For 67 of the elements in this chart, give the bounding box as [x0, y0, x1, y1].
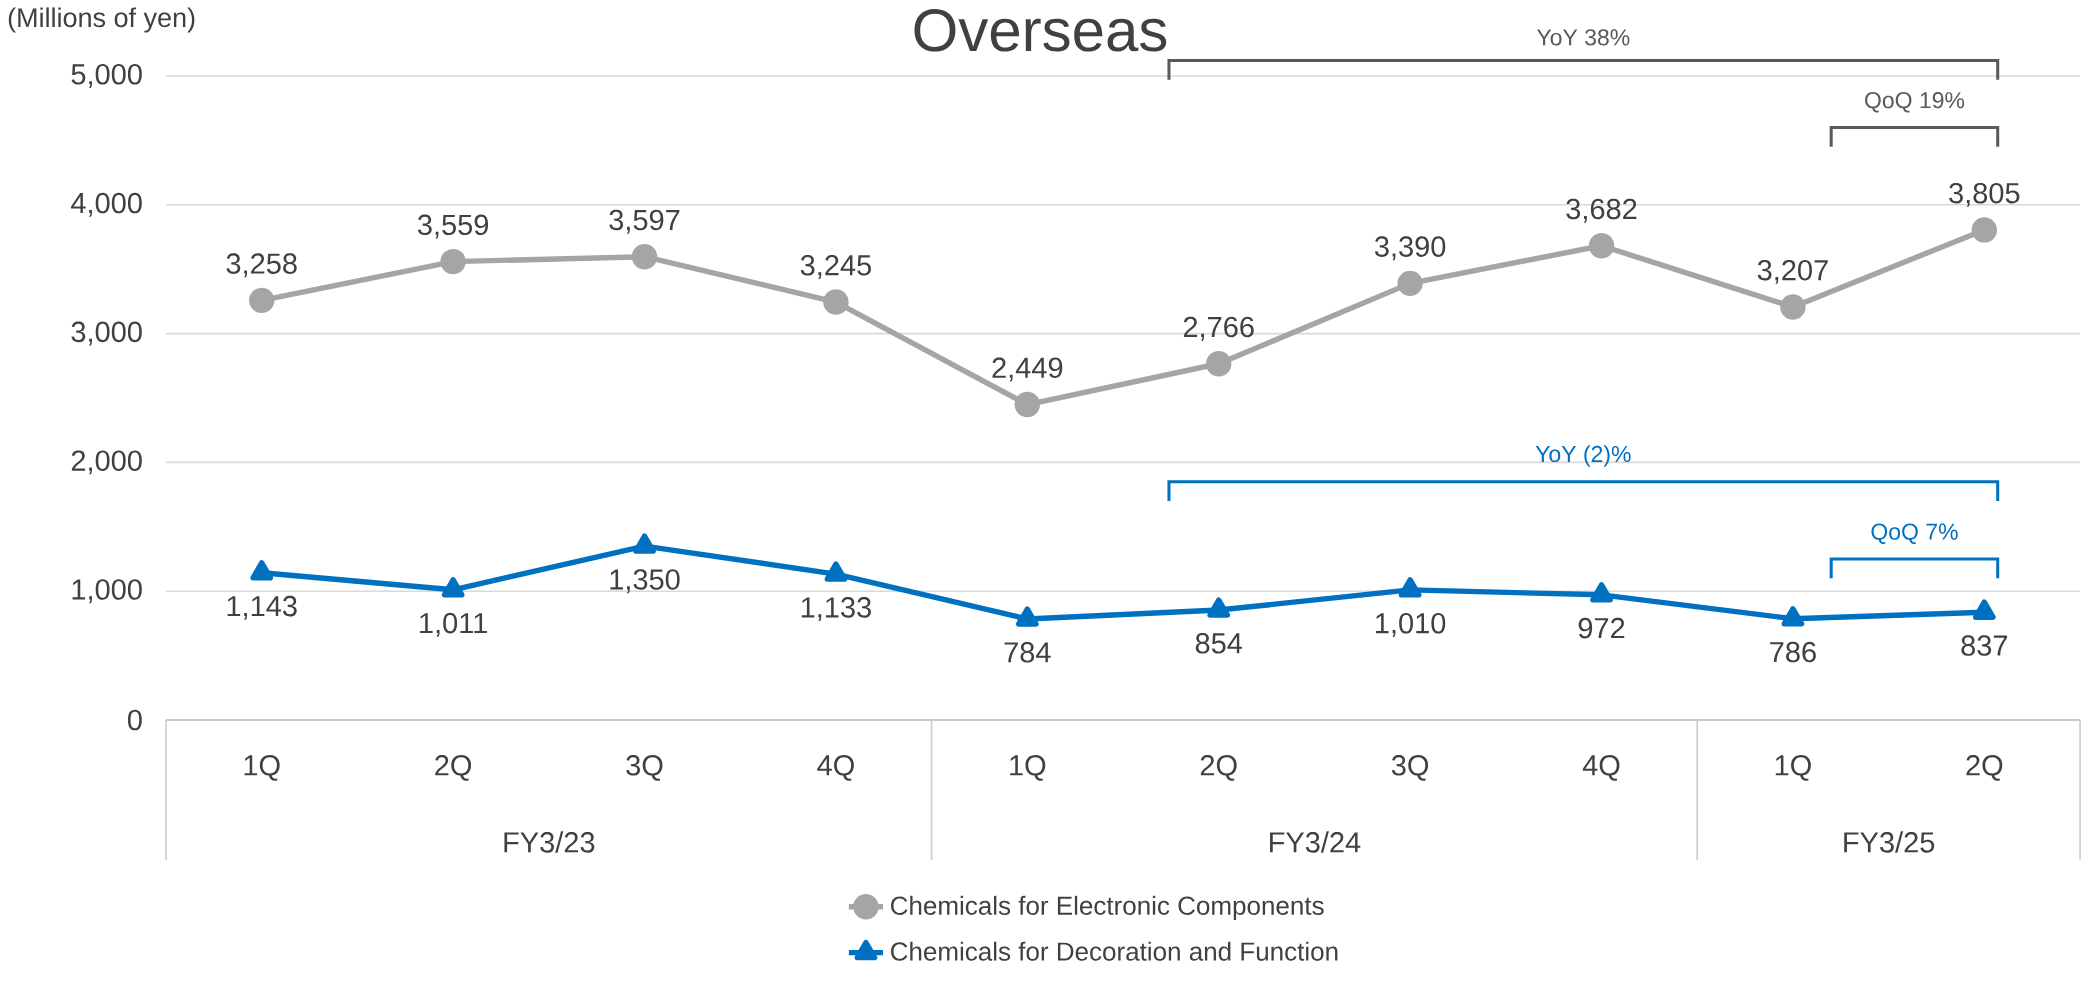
- data-label: 1,143: [227, 595, 297, 620]
- point: [1014, 391, 1041, 418]
- data-label: 837: [1961, 635, 2008, 656]
- x-tick-label: 2Q: [1200, 755, 1237, 781]
- data-label: 786: [1770, 641, 1816, 663]
- point: [440, 248, 466, 275]
- legend-label: Chemicals for Electronic Components: [891, 895, 1324, 921]
- point: [1972, 599, 1996, 620]
- point: [1588, 233, 1615, 259]
- y-tick-label: 1,000: [72, 579, 142, 604]
- point: [633, 533, 656, 554]
- point: [1781, 606, 1805, 627]
- data-label: 3,258: [226, 253, 297, 278]
- data-label: 3,390: [1374, 236, 1446, 261]
- annotation: QoQ 7%: [1871, 523, 1958, 544]
- point: [1015, 606, 1039, 627]
- chart-title: Overseas: [914, 9, 1167, 52]
- point: [1971, 217, 1998, 243]
- data-label: 3,597: [609, 209, 680, 234]
- x-tick-label: 4Q: [1582, 755, 1620, 781]
- y-tick-label: 4,000: [71, 192, 142, 217]
- y-tick-label: 5,000: [71, 64, 142, 88]
- data-label: 1,350: [610, 569, 680, 594]
- point: [1206, 351, 1232, 377]
- x-tick-label: 2Q: [1966, 755, 2003, 781]
- x-tick-label: 3Q: [1391, 755, 1429, 781]
- annotation: QoQ 19%: [1865, 92, 1965, 113]
- point: [823, 289, 849, 315]
- x-tick-label: 1Q: [1775, 755, 1811, 781]
- point: [1780, 294, 1806, 320]
- data-label: 854: [1195, 633, 1243, 654]
- legend-label: Chemicals for Decoration and Function: [891, 941, 1338, 961]
- y-tick-label: 3,000: [71, 321, 142, 346]
- data-label: 3,207: [1757, 259, 1828, 284]
- data-label: 3,245: [800, 255, 871, 279]
- text: FY3/23: [504, 831, 595, 853]
- data-label: 2,766: [1183, 316, 1254, 341]
- point: [1590, 582, 1613, 603]
- y-axis-title: (Millions of yen): [8, 7, 195, 33]
- text: YoY 38%: [1536, 29, 1630, 46]
- data-label: 2,449: [992, 357, 1063, 382]
- x-tick-label: 4Q: [817, 755, 854, 781]
- data-label: 1,011: [420, 612, 487, 637]
- point: [1398, 577, 1422, 598]
- data-label: 784: [1004, 642, 1051, 663]
- point: [250, 560, 274, 581]
- data-label: 3,682: [1566, 198, 1637, 223]
- point: [1397, 270, 1423, 297]
- annotation: YoY (2)%: [1535, 445, 1631, 467]
- point: [1207, 597, 1231, 618]
- x-tick-label: 1Q: [1010, 755, 1046, 781]
- point: [441, 577, 465, 598]
- y-tick-label: 0: [127, 709, 142, 731]
- point: [631, 244, 658, 270]
- y-tick-label: 2,000: [71, 450, 142, 475]
- data-label: 3,559: [417, 214, 489, 239]
- data-label: 972: [1578, 617, 1625, 639]
- x-tick-label: 2Q: [435, 755, 472, 781]
- point: [824, 561, 848, 582]
- data-label: 1,010: [1376, 612, 1446, 637]
- text: FY3/24: [1270, 831, 1361, 853]
- x-tick-label: 1Q: [244, 755, 280, 781]
- data-label: 3,805: [1949, 182, 2020, 207]
- x-tick-label: 3Q: [626, 755, 663, 781]
- point: [249, 287, 275, 314]
- text: FY3/25: [1844, 831, 1935, 853]
- data-label: 1,133: [801, 597, 871, 622]
